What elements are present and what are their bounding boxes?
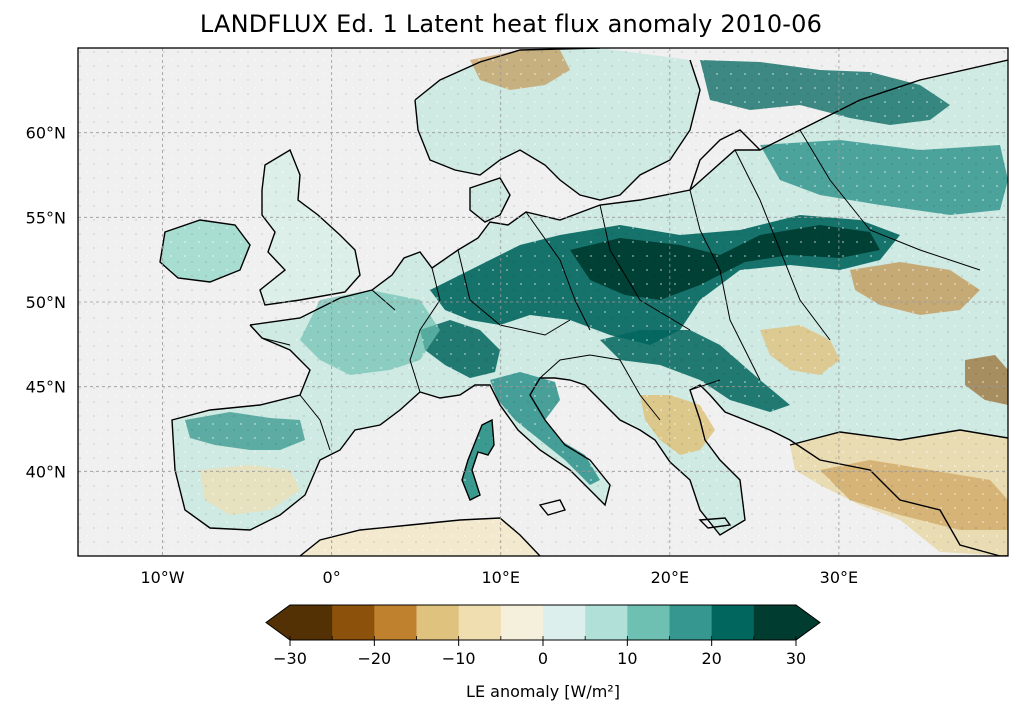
lon-tick-label: 10°E [481, 568, 519, 587]
colorbar-tick-label: −10 [442, 649, 476, 668]
lat-tick-label: 50°N [26, 293, 66, 312]
colorbar-swatch [627, 605, 670, 640]
map-area [77, 47, 1009, 557]
lat-tick-labels: 60°N 55°N 50°N 45°N 40°N [26, 124, 66, 482]
lon-tick-label: 10°W [140, 568, 184, 587]
colorbar-tick-label: 20 [701, 649, 721, 668]
colorbar-swatch [543, 605, 586, 640]
colorbar-tick-label: −30 [273, 649, 307, 668]
map-title: LANDFLUX Ed. 1 Latent heat flux anomaly … [199, 10, 823, 38]
coastline-britain [259, 148, 361, 306]
map-frame [77, 47, 1009, 557]
lat-tick-label: 40°N [26, 462, 66, 481]
colorbar-swatch [290, 605, 333, 640]
coastline-scandinavia [414, 48, 701, 201]
colorbar-tick-label: 0 [538, 649, 548, 668]
lon-tick-label: 20°E [651, 568, 689, 587]
coastline-africa [299, 517, 541, 556]
colorbar: −30 −20 −10 0 10 20 30 LE anomaly [W/m²] [265, 604, 821, 701]
colorbar-swatches [290, 605, 797, 640]
coastline-continent [171, 59, 1008, 556]
colorbar-swatch [585, 605, 628, 640]
colorbar-tick-label: −20 [357, 649, 391, 668]
colorbar-ticks: −30 −20 −10 0 10 20 30 [273, 636, 806, 668]
coastline-anatolia [789, 429, 1008, 446]
colorbar-swatch [416, 605, 460, 640]
lon-tick-label: 30°E [820, 568, 858, 587]
coastline-ireland [159, 219, 251, 283]
colorbar-tick-label: 30 [786, 649, 806, 668]
colorbar-swatch [711, 605, 755, 640]
colorbar-title: LE anomaly [W/m²] [466, 682, 620, 701]
colorbar-extend-under [266, 605, 290, 640]
colorbar-swatch [374, 605, 417, 640]
coastline-islands [461, 418, 732, 529]
colorbar-swatch [669, 605, 713, 640]
coastlines [159, 48, 1008, 556]
coastline-finland [689, 129, 761, 191]
lat-tick-label: 55°N [26, 208, 66, 227]
lon-tick-label: 0° [323, 568, 341, 587]
colorbar-swatch [753, 605, 797, 640]
colorbar-tick-label: 10 [617, 649, 637, 668]
lat-tick-label: 60°N [26, 124, 66, 143]
colorbar-extend-over [796, 605, 820, 640]
colorbar-swatch [500, 605, 544, 640]
gridlines [78, 48, 1008, 556]
lon-tick-labels: 10°W 0° 10°E 20°E 30°E [140, 568, 858, 587]
colorbar-swatch [332, 605, 375, 640]
lat-tick-label: 45°N [26, 378, 66, 397]
colorbar-swatch [458, 605, 502, 640]
coastline-denmark [469, 177, 511, 223]
country-borders [261, 129, 981, 451]
border-lines [261, 129, 981, 451]
